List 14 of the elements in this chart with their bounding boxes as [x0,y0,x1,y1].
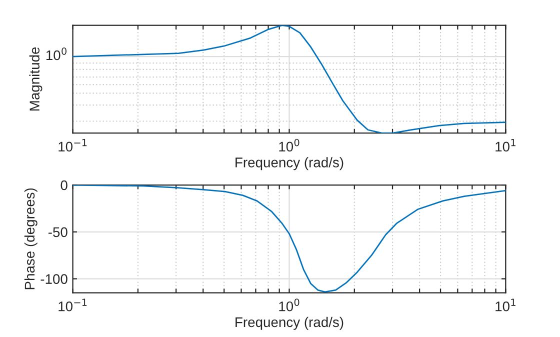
x-tick-label: 10$^{−1}$ [58,139,87,152]
text: 10$^{0}$ [46,48,67,60]
x-axis-title: Frequency (rad/s) [236,316,344,330]
x-tick-label: 10$^{1}$ [496,298,516,312]
x-tick-label: 10$^{0}$ [279,138,300,152]
y-axis-title: Phase (degrees) [24,188,38,290]
x-tick-label: 10$^{1}$ [496,139,516,152]
y-tick-label: 0 [60,180,68,190]
y-tick-label: -100 [40,274,68,284]
x-tick-label: 10$^{−1}$ [58,298,87,312]
y-tick-label: -50 [48,227,68,238]
x-tick-label: 10$^{0}$ [279,298,300,312]
x-axis-title: Frequency (rad/s) [236,157,344,170]
y-axis-title: Magnitude [29,47,42,110]
